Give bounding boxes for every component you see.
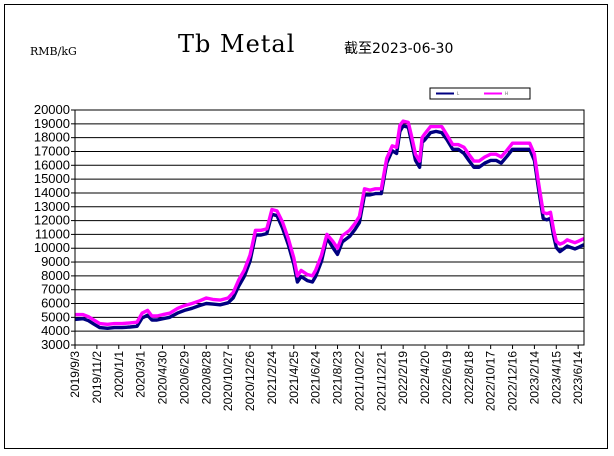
x-tick-label: 2020/10/27 [221, 351, 235, 411]
x-axis-ticks: 2019/9/3 2019/11/2 2020/1/1 2020/3/1 2020/4/… [68, 345, 585, 411]
y-tick-label: 6000 [41, 296, 70, 311]
x-tick-label: 2022/2/19 [396, 351, 410, 405]
y-tick-label: 20000 [34, 102, 70, 117]
y-tick-label: 3000 [41, 337, 70, 352]
x-tick-label: 2021/12/21 [374, 351, 388, 411]
x-tick-label: 2019/9/3 [68, 351, 82, 398]
x-tick-label: 2021/10/22 [352, 351, 366, 411]
y-tick-label: 8000 [41, 268, 70, 283]
y-tick-label: 13000 [34, 199, 70, 214]
y-axis-ticks: 3000400050006000700080009000100001100012… [34, 102, 75, 352]
series-lines [74, 119, 585, 330]
x-tick-label: 2020/1/1 [112, 351, 126, 398]
x-tick-label: 2021/6/24 [309, 351, 323, 405]
x-tick-label: 2022/4/20 [418, 351, 432, 405]
x-tick-label: 2022/6/19 [440, 351, 454, 405]
x-tick-label: 2020/6/29 [177, 351, 191, 405]
y-tick-label: 18000 [34, 130, 70, 145]
x-tick-label: 2022/8/18 [462, 351, 476, 405]
y-tick-label: 10000 [34, 240, 70, 255]
y-tick-label: 12000 [34, 213, 70, 228]
y-tick-label: 7000 [41, 282, 70, 297]
x-tick-label: 2019/11/2 [90, 351, 104, 404]
gridlines [75, 123, 584, 332]
y-tick-label: 17000 [34, 143, 70, 158]
chart-subtitle: 截至2023-06-30 [344, 41, 454, 57]
y-axis-unit-label: RMB/kG [30, 45, 77, 58]
x-tick-label: 2020/8/28 [199, 351, 213, 405]
y-tick-label: 11000 [35, 226, 70, 241]
x-tick-label: 2023/2/14 [527, 351, 541, 405]
legend-box [429, 87, 531, 100]
x-tick-label: 2022/10/17 [484, 351, 498, 411]
y-tick-label: 16000 [34, 157, 70, 172]
legend-label: H [505, 91, 508, 96]
y-tick-label: 5000 [41, 309, 70, 324]
x-tick-label: 2023/6/14 [571, 351, 585, 405]
y-tick-label: 4000 [41, 323, 70, 338]
chart-title: Tb Metal [178, 30, 296, 58]
x-tick-label: 2022/12/16 [506, 351, 520, 411]
series-line-h [75, 119, 585, 326]
x-tick-label: 2020/4/30 [156, 351, 170, 405]
x-tick-label: 2021/8/23 [331, 351, 345, 405]
plot-area-border [74, 109, 585, 346]
x-tick-label: 2020/3/1 [134, 351, 148, 398]
y-tick-label: 19000 [34, 116, 70, 131]
y-tick-label: 9000 [41, 254, 70, 269]
chart-frame [4, 4, 608, 449]
x-tick-label: 2021/2/24 [265, 351, 279, 405]
x-tick-label: 2021/4/25 [287, 351, 301, 405]
legend-label: L [457, 91, 460, 96]
series-line-l [74, 124, 585, 330]
x-tick-label: 2023/4/15 [549, 351, 563, 405]
y-tick-label: 14000 [34, 185, 70, 200]
x-tick-label: 2020/12/26 [243, 351, 257, 411]
y-tick-label: 15000 [34, 171, 70, 186]
